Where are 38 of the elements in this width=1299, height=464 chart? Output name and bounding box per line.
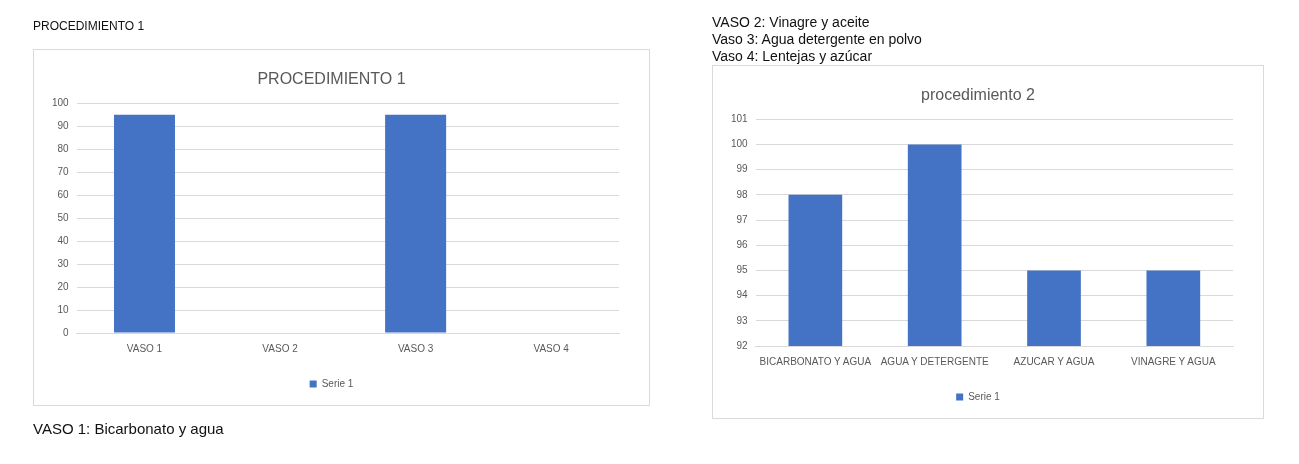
y-tick-label: 40 <box>57 234 70 246</box>
y-tick-label: 94 <box>736 289 749 301</box>
text: VASO 1: Bicarbonato y agua <box>33 420 225 437</box>
y-tick-label: 101 <box>731 112 749 124</box>
legend-label: Serie 1 <box>968 390 1001 402</box>
y-tick-label: 90 <box>57 119 70 131</box>
text: VASO 2: Vinagre y aceite <box>712 14 871 31</box>
x-tick-label: VASO 1 <box>126 342 163 354</box>
text: PROCEDIMIENTO 1 <box>33 18 146 35</box>
y-tick-label: 60 <box>57 188 70 200</box>
y-tick-label: 95 <box>736 264 749 276</box>
y-tick-label: 98 <box>736 188 749 200</box>
x-tick-label: VASO 4 <box>533 342 570 354</box>
x-tick-label: BICARBONATO Y AGUA <box>759 355 872 367</box>
y-tick-label: 99 <box>736 163 749 175</box>
x-tick-label: AZUCAR Y AGUA <box>1013 355 1095 367</box>
y-tick-label: 10 <box>57 303 70 315</box>
y-tick-label: 30 <box>57 257 70 269</box>
y-tick-label: 80 <box>57 142 70 154</box>
y-tick-label: 50 <box>57 211 70 223</box>
y-tick-label: 20 <box>57 280 70 292</box>
y-tick-label: 0 <box>63 326 70 338</box>
x-tick-label: AGUA Y DETERGENTE <box>880 355 989 367</box>
text: Vaso 3: Agua detergente en polvo <box>712 31 923 48</box>
chart-title: procedimiento 2 <box>921 86 1036 104</box>
x-tick-label: VASO 3 <box>397 342 434 354</box>
x-tick-label: VASO 2 <box>262 342 299 354</box>
y-tick-label: 92 <box>736 339 749 351</box>
chart-title: PROCEDIMIENTO 1 <box>257 70 406 88</box>
x-tick-label: VINAGRE Y AGUA <box>1131 355 1216 367</box>
y-tick-label: 100 <box>52 96 70 108</box>
y-tick-label: 97 <box>736 213 749 225</box>
y-tick-label: 96 <box>736 238 749 250</box>
y-tick-label: 93 <box>736 314 749 326</box>
y-tick-label: 70 <box>57 165 70 177</box>
y-tick-label: 100 <box>731 138 749 150</box>
text: Vaso 4: Lentejas y azúcar <box>712 48 874 65</box>
legend-label: Serie 1 <box>321 377 354 389</box>
